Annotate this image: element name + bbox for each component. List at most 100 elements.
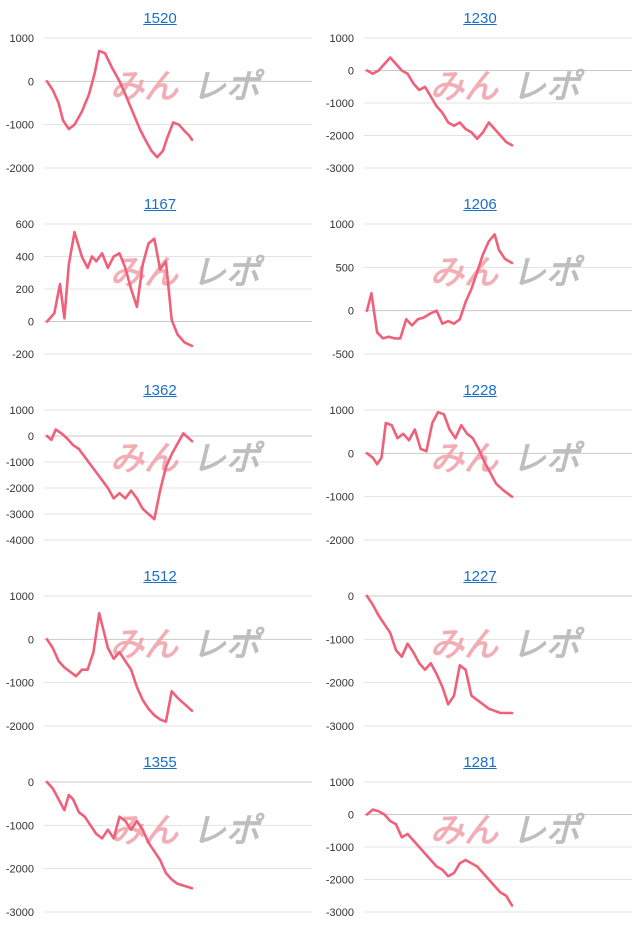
watermark-logo: みん レポ [430,67,585,107]
line-chart: 1000 500 0 -500 みん レポ [330,219,632,361]
watermark-left: みん [430,67,499,107]
line-chart: 600 400 200 0 -200 みん レポ [12,219,312,361]
y-tick-label: 200 [16,284,34,296]
y-tick-label: -3000 [6,907,34,919]
line-chart: 1000 0 -1000 -2000 みん レポ [6,33,312,175]
y-tick-label: -1000 [6,120,34,132]
y-tick-label: 0 [348,591,354,603]
series-line [365,233,514,340]
y-tick-label: -1000 [326,492,354,504]
y-tick-label: 600 [16,219,34,231]
y-tick-label: 0 [348,448,354,460]
watermark-right: レポ [192,253,265,293]
y-tick-label: -2000 [6,864,34,876]
y-tick-label: 1000 [330,33,354,45]
line-chart: 1000 0 -1000 -2000 -3000 みん レポ [326,33,632,175]
watermark-right: レポ [192,67,265,107]
y-tick-label: 1000 [10,405,34,417]
series-line [365,56,514,147]
watermark-logo: みん レポ [110,811,265,851]
series-line [365,808,514,907]
y-tick-label: -3000 [326,721,354,733]
watermark-logo: みん レポ [110,67,265,107]
chart-title-link[interactable]: 1167 [143,196,177,213]
chart-panel: 1355 0 -1000 -2000 -3000 みん レポ [0,744,320,930]
chart-title-link[interactable]: 1355 [143,754,177,771]
watermark-logo: みん レポ [110,439,265,479]
watermark-logo: みん レポ [430,439,585,479]
watermark-right: レポ [192,811,265,851]
watermark-right: レポ [512,811,585,851]
y-tick-label: -1000 [326,98,354,110]
y-tick-label: -2000 [326,875,354,887]
y-tick-label: 400 [16,252,34,264]
line-chart: 0 -1000 -2000 -3000 みん レポ [326,591,632,733]
watermark-logo: みん レポ [430,811,585,851]
y-tick-label: -2000 [326,131,354,143]
watermark-left: みん [430,439,499,479]
series-line [45,230,194,348]
chart-panel: 1206 1000 500 0 -500 みん レポ [320,186,640,372]
y-tick-label: -1000 [6,457,34,469]
line-chart: 1000 0 -1000 -2000 みん レポ [326,405,632,547]
watermark-left: みん [430,253,499,293]
series-line [365,410,514,498]
chart-panel: 1520 1000 0 -1000 -2000 みん レポ [0,0,320,186]
y-tick-label: -3000 [6,509,34,521]
line-chart: 1000 0 -1000 -2000 みん レポ [6,591,312,733]
y-tick-label: -2000 [326,535,354,547]
chart-title-link[interactable]: 1228 [463,382,497,399]
watermark-left: みん [110,67,179,107]
chart-title-link[interactable]: 1281 [463,754,497,771]
watermark-right: レポ [192,625,265,665]
y-tick-label: 0 [28,634,34,646]
watermark-logo: みん レポ [430,253,585,293]
chart-panel: 1228 1000 0 -1000 -2000 みん レポ [320,372,640,558]
chart-panel: 1167 600 400 200 0 -200 みん レポ [0,186,320,372]
line-chart: 1000 0 -1000 -2000 -3000 -4000 みん レポ [6,405,312,547]
chart-panel: 1362 1000 0 -1000 -2000 -3000 -4000 みん レポ [0,372,320,558]
line-chart: 1000 0 -1000 -2000 -3000 みん レポ [326,777,632,919]
y-tick-label: 1000 [10,33,34,45]
chart-title-link[interactable]: 1362 [143,382,177,399]
chart-panel: 1281 1000 0 -1000 -2000 -3000 みん レポ [320,744,640,930]
y-tick-label: -500 [332,349,354,361]
chart-panel: 1512 1000 0 -1000 -2000 みん レポ [0,558,320,744]
y-tick-label: 0 [28,777,34,789]
chart-title-link[interactable]: 1520 [143,10,177,27]
watermark-logo: みん レポ [110,625,265,665]
y-tick-label: -1000 [6,678,34,690]
y-tick-label: -2000 [6,483,34,495]
watermark-left: みん [430,811,499,851]
y-tick-label: -1000 [326,634,354,646]
watermark-right: レポ [192,439,265,479]
chart-title-link[interactable]: 1230 [463,10,497,27]
watermark-right: レポ [512,439,585,479]
watermark-right: レポ [512,67,585,107]
y-tick-label: 1000 [10,591,34,603]
y-tick-label: -3000 [326,163,354,175]
y-tick-label: 1000 [330,405,354,417]
y-tick-label: 500 [336,262,354,274]
chart-panel: 1227 0 -1000 -2000 -3000 みん レポ [320,558,640,744]
y-tick-label: 0 [348,306,354,318]
y-tick-label: 0 [348,66,354,78]
chart-title-link[interactable]: 1512 [143,568,177,585]
series-line [45,428,194,521]
y-tick-label: 0 [28,317,34,329]
chart-panel: 1230 1000 0 -1000 -2000 -3000 みん レポ [320,0,640,186]
chart-title-link[interactable]: 1206 [463,196,497,213]
series-line [365,594,514,715]
series-line [45,611,194,723]
y-tick-label: 1000 [330,219,354,231]
y-tick-label: -3000 [326,907,354,919]
y-tick-label: -2000 [326,678,354,690]
watermark-logo: みん レポ [430,625,585,665]
line-chart: 0 -1000 -2000 -3000 みん レポ [6,777,312,919]
series-line [45,780,194,890]
watermark-left: みん [430,625,499,665]
watermark-right: レポ [512,625,585,665]
watermark-left: みん [110,439,179,479]
chart-title-link[interactable]: 1227 [463,568,497,585]
